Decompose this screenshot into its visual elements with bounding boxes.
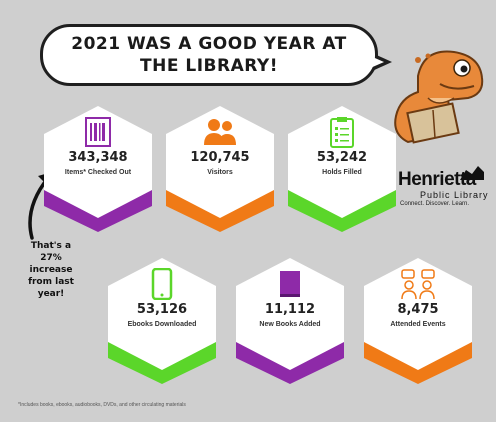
stat-value: 53,242 xyxy=(316,150,368,165)
stat-ebooks-downloaded: 53,126 Ebooks Downloaded xyxy=(108,258,216,384)
stat-new-books-added: 11,112 New Books Added xyxy=(236,258,344,384)
stat-value: 120,745 xyxy=(190,150,250,165)
stat-attended-events: 8,475 Attended Events xyxy=(364,258,472,384)
dinosaur-illustration xyxy=(394,50,484,144)
stat-label: New Books Added xyxy=(259,321,321,328)
logo-subtitle: Public Library xyxy=(420,190,489,200)
footnote: *Includes books, ebooks, audiobooks, DVD… xyxy=(18,402,186,408)
speech-bubble-tail-fill xyxy=(368,55,384,69)
people-icon xyxy=(200,116,240,148)
library-logo: Henrietta Public Library Connect. Discov… xyxy=(398,166,490,209)
checklist-icon xyxy=(322,116,362,148)
logo-mark-icon xyxy=(460,166,484,180)
barcode-icon xyxy=(78,116,118,148)
stat-items-checked-out: 343,348 Items* Checked Out xyxy=(44,106,152,232)
stat-value: 11,112 xyxy=(264,302,316,317)
tablet-icon xyxy=(142,268,182,300)
group-icon xyxy=(398,268,438,300)
speech-bubble: 2021 WAS A GOOD YEAR AT THE LIBRARY! xyxy=(40,24,378,86)
stat-value: 8,475 xyxy=(397,302,439,317)
stat-value: 343,348 xyxy=(68,150,128,165)
stat-visitors: 120,745 Visitors xyxy=(166,106,274,232)
stat-label: Holds Filled xyxy=(322,169,362,176)
stat-label: Attended Events xyxy=(390,321,446,328)
increase-callout: That's a 27% increase from last year! xyxy=(28,241,74,299)
book-icon xyxy=(270,268,310,300)
stat-label: Ebooks Downloaded xyxy=(127,321,197,328)
stat-value: 53,126 xyxy=(136,302,188,317)
stat-label: Visitors xyxy=(207,169,233,176)
logo-tagline: Connect. Discover. Learn. xyxy=(400,201,470,207)
page-title: 2021 WAS A GOOD YEAR AT THE LIBRARY! xyxy=(71,34,347,76)
stat-holds-filled: 53,242 Holds Filled xyxy=(288,106,396,232)
logo-name: Henrietta xyxy=(398,169,476,190)
stat-label: Items* Checked Out xyxy=(64,169,132,176)
